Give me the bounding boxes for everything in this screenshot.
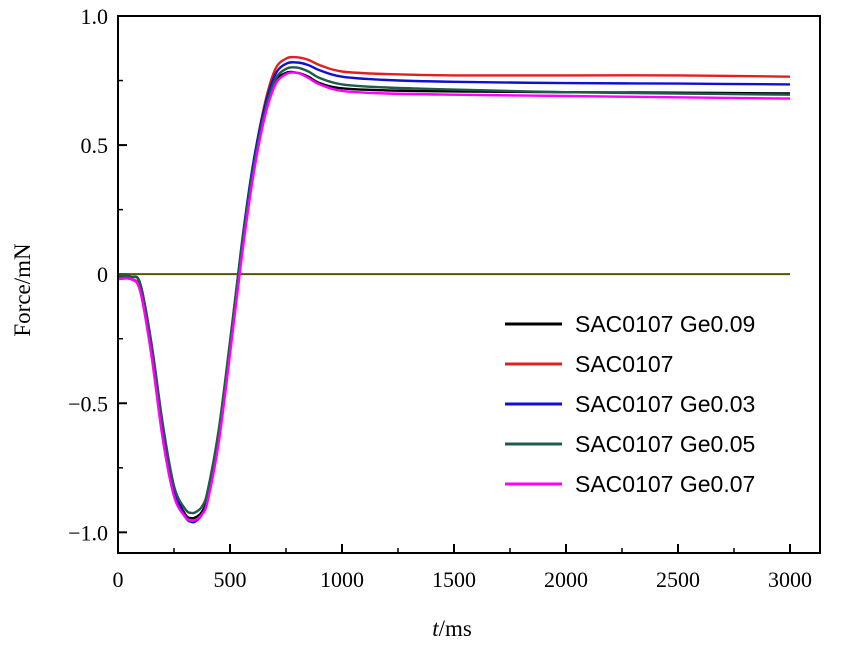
legend-label: SAC0107 Ge0.03 <box>575 391 755 417</box>
series-line-5 <box>117 71 791 523</box>
y-axis-ticks: −1.0 −0.5 0 0.5 1.0 <box>68 4 127 545</box>
x-axis-ticks: 0 500 1000 1500 2000 2500 3000 <box>113 544 812 592</box>
x-axis-title: t/ms <box>432 616 472 641</box>
x-axis-title-unit: /ms <box>439 616 472 641</box>
x-tick-label: 0 <box>113 567 124 592</box>
series-lines <box>117 55 791 524</box>
legend-label: SAC0107 Ge0.07 <box>575 471 755 497</box>
x-tick-label: 3000 <box>768 567 812 592</box>
legend: SAC0107 Ge0.09 SAC0107 SAC0107 Ge0.03 SAC01… <box>505 311 755 497</box>
legend-label: SAC0107 Ge0.09 <box>575 311 755 337</box>
y-tick-label: 0.5 <box>81 133 109 158</box>
legend-label: SAC0107 <box>575 351 673 377</box>
series-line-4 <box>117 66 791 515</box>
x-tick-label: 2500 <box>656 567 700 592</box>
plot-area-frame <box>117 15 821 554</box>
y-tick-label: 1.0 <box>81 4 109 29</box>
y-tick-label: −0.5 <box>68 391 108 416</box>
y-tick-label: −1.0 <box>68 520 108 545</box>
x-axis-title-italic: t <box>432 616 439 641</box>
y-tick-label: 0 <box>97 262 108 287</box>
x-tick-label: 1500 <box>432 567 476 592</box>
x-tick-label: 500 <box>214 567 247 592</box>
x-tick-label: 1000 <box>320 567 364 592</box>
x-tick-label: 2000 <box>544 567 588 592</box>
legend-label: SAC0107 Ge0.05 <box>575 431 755 457</box>
y-axis-title: Force/mN <box>10 243 35 337</box>
